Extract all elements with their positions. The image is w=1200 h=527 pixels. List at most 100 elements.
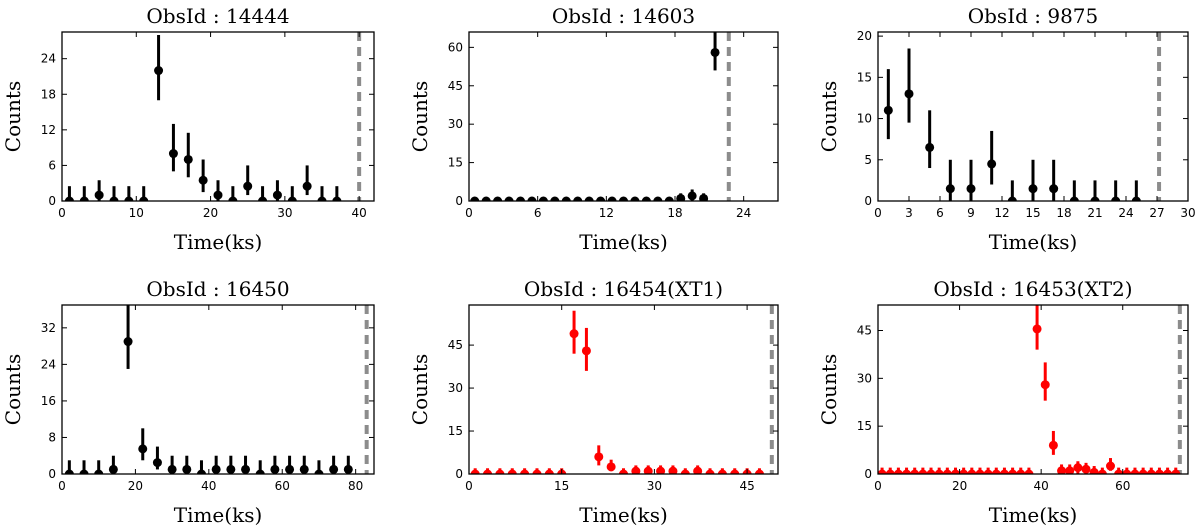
y-tick-label: 30 xyxy=(448,381,463,395)
series-points xyxy=(470,310,764,474)
data-point xyxy=(584,196,594,201)
data-point xyxy=(317,196,327,201)
x-tick-label: 0 xyxy=(465,479,473,493)
x-tick-label: 30 xyxy=(1180,206,1195,220)
data-point xyxy=(573,196,583,201)
data-point xyxy=(1122,469,1132,474)
data-point xyxy=(680,469,690,474)
x-tick-label: 27 xyxy=(1149,206,1164,220)
x-tick-label: 40 xyxy=(201,479,216,493)
data-point xyxy=(581,346,591,356)
data-point xyxy=(343,464,353,474)
y-tick-label: 24 xyxy=(41,52,56,66)
data-point xyxy=(1106,461,1115,471)
y-tick-label: 10 xyxy=(857,112,872,126)
data-point xyxy=(904,89,914,99)
data-point xyxy=(606,462,616,472)
data-point xyxy=(167,464,177,474)
data-point xyxy=(966,184,976,194)
data-point xyxy=(538,196,548,201)
y-tick-label: 45 xyxy=(448,338,463,352)
data-point xyxy=(1114,469,1124,474)
x-tick-label: 12 xyxy=(599,206,614,220)
data-point xyxy=(1028,184,1038,194)
y-tick-label: 20 xyxy=(857,29,872,43)
data-point xyxy=(1073,463,1083,473)
data-point xyxy=(987,159,997,169)
data-point xyxy=(983,469,993,474)
data-point xyxy=(198,175,208,185)
data-point xyxy=(1146,469,1156,474)
x-tick-label: 30 xyxy=(277,206,292,220)
panel-title: ObsId : 9875 xyxy=(968,4,1099,28)
data-point xyxy=(1065,466,1075,474)
data-point xyxy=(64,469,74,474)
data-point xyxy=(483,469,493,474)
x-axis-label: Time(ks) xyxy=(579,503,668,527)
panel-6: 0 20 40 60 0 15 30 45 ObsId : 16453(XT2) Time(ks)… xyxy=(817,277,1189,527)
x-tick-label: 24 xyxy=(1118,206,1133,220)
x-tick-label: 20 xyxy=(203,206,218,220)
y-tick-label: 60 xyxy=(448,40,463,54)
data-point xyxy=(504,196,514,201)
x-tick-label: 10 xyxy=(129,206,144,220)
x-tick-label: 30 xyxy=(647,479,662,493)
data-point xyxy=(676,193,686,201)
data-point xyxy=(1097,469,1107,474)
series-points xyxy=(64,34,342,201)
data-point xyxy=(945,184,955,194)
data-point xyxy=(123,337,133,347)
data-point xyxy=(951,469,960,474)
data-point xyxy=(717,469,727,474)
data-point xyxy=(544,469,554,474)
data-point xyxy=(561,196,571,201)
data-point xyxy=(79,469,89,474)
y-tick-label: 45 xyxy=(448,79,463,93)
axes-frame xyxy=(468,31,779,202)
x-tick-label: 21 xyxy=(1087,206,1102,220)
data-point xyxy=(527,196,537,201)
x-tick-label: 40 xyxy=(352,206,367,220)
series-points xyxy=(64,305,353,474)
series-points xyxy=(883,48,1141,201)
data-point xyxy=(699,193,709,201)
x-tick-label: 9 xyxy=(967,206,975,220)
data-point xyxy=(975,469,985,474)
x-tick-label: 3 xyxy=(905,206,913,220)
data-point xyxy=(139,196,149,201)
data-point xyxy=(999,469,1009,474)
y-axis-label: Counts xyxy=(408,354,432,425)
x-tick-label: 20 xyxy=(128,479,143,493)
panel-title: ObsId : 14603 xyxy=(552,4,695,28)
x-tick-label: 80 xyxy=(348,479,363,493)
series-points xyxy=(470,32,720,201)
x-axis-label: Time(ks) xyxy=(989,503,1078,527)
data-point xyxy=(532,469,542,474)
axes-frame xyxy=(468,304,779,475)
data-point xyxy=(154,66,164,76)
x-tick-label: 18 xyxy=(667,206,682,220)
y-tick-label: 45 xyxy=(857,324,872,338)
x-tick-label: 60 xyxy=(1115,479,1130,493)
y-tick-label: 16 xyxy=(41,394,56,408)
y-axis-label: Counts xyxy=(408,81,432,152)
data-point xyxy=(1089,467,1099,474)
data-point xyxy=(893,469,903,474)
data-point xyxy=(1007,196,1017,201)
data-point xyxy=(550,196,560,201)
x-tick-label: 0 xyxy=(874,479,882,493)
x-axis-label: Time(ks) xyxy=(174,503,263,527)
x-tick-label: 45 xyxy=(739,479,754,493)
y-tick-label: 0 xyxy=(48,194,56,208)
y-tick-label: 18 xyxy=(41,87,56,101)
data-point xyxy=(213,190,223,200)
x-tick-label: 0 xyxy=(58,206,66,220)
data-point xyxy=(668,466,678,474)
data-point xyxy=(641,196,651,201)
y-tick-label: 12 xyxy=(41,123,56,137)
data-point xyxy=(1081,464,1091,474)
data-point xyxy=(109,196,119,201)
data-point xyxy=(730,469,740,474)
data-point xyxy=(520,469,530,474)
